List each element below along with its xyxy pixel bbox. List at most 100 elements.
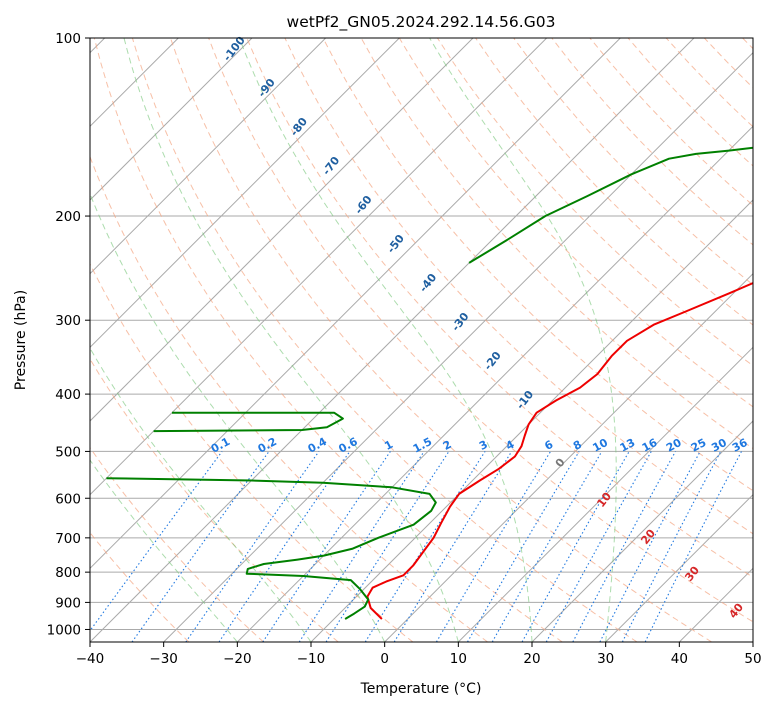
isotherm-line: [90, 38, 695, 642]
mixing-ratio-label: 0.6: [336, 435, 360, 456]
dry-adiabat-label: -40: [417, 271, 440, 295]
mixing-ratio-label: 1.5: [411, 435, 434, 456]
moist-adiabat-line: [90, 347, 312, 642]
y-tick-label: 1000: [47, 622, 81, 638]
mixing-ratio-line: [298, 451, 425, 642]
dry-adiabat-line: [90, 446, 264, 642]
mixing-ratio-line: [90, 451, 223, 632]
isotherm-line: [90, 38, 621, 570]
dry-adiabat-line: [93, 38, 563, 642]
x-tick-label: −20: [223, 651, 252, 667]
mixing-ratio-line: [435, 451, 552, 642]
moist-adiabat-line: [90, 192, 386, 642]
isotherm-line: [384, 272, 753, 642]
mixing-ratio-label: 2: [441, 438, 454, 453]
dry-adiabat-label: -30: [449, 310, 472, 334]
mixing-ratio-line: [364, 451, 486, 642]
x-tick-label: −40: [76, 651, 105, 667]
mixing-ratio-line: [621, 451, 722, 642]
x-tick-label: −10: [297, 651, 326, 667]
y-tick-label: 500: [55, 444, 81, 460]
plot-frame: [89, 37, 754, 643]
mixing-ratio-line: [131, 451, 270, 642]
isotherm-line: [163, 51, 753, 642]
mixing-ratio-line: [325, 451, 450, 642]
dewpoint-line: [153, 411, 344, 433]
y-tick-label: 100: [55, 31, 81, 47]
x-tick-label: 10: [450, 651, 467, 667]
dry-adiabat-label: -50: [385, 232, 408, 256]
moist-adiabat-line: [90, 459, 238, 642]
dry-adiabat-line: [90, 358, 339, 642]
line-labels: 0.1 0.2 0.4 0.6 1 1.5 2 3 4 6 8 10 13 16 20 25 30 36-100-…: [209, 34, 750, 621]
y-tick-label: 700: [55, 531, 81, 547]
dry-adiabat-line: [703, 38, 753, 89]
dry-adiabat-label: -10: [514, 388, 537, 412]
sounding-profiles: [106, 146, 753, 620]
mixing-ratio-line: [644, 451, 742, 642]
moist-adiabat-label: 10: [594, 490, 614, 510]
mixing-ratio-label: 30: [709, 436, 729, 455]
dry-adiabat-line: [475, 38, 753, 326]
mixing-ratio-label: 10: [590, 436, 610, 455]
mixing-ratio-line: [599, 451, 701, 642]
dry-adiabat-label: -70: [320, 154, 343, 178]
mixing-ratio-label: 25: [689, 436, 709, 455]
dry-adiabat-line: [551, 38, 753, 246]
isotherm-line: [90, 38, 327, 275]
isotherm-line: [310, 199, 753, 642]
mixing-ratio-label: 16: [640, 436, 660, 455]
mixing-ratio-label: 0.4: [306, 435, 330, 456]
mixing-ratio-line: [572, 451, 676, 642]
mixing-ratio-line: [262, 451, 391, 642]
dry-adiabat-line: [208, 38, 753, 623]
x-tick-label: 0: [380, 651, 389, 667]
moist-adiabat-line: [429, 38, 617, 642]
isotherm-line: [90, 38, 548, 496]
mixing-ratio-label: 6: [543, 438, 556, 453]
dry-adiabat-line: [170, 38, 712, 642]
x-tick-label: 30: [597, 651, 614, 667]
isotherm-line: [457, 346, 753, 642]
x-tick-label: 20: [523, 651, 540, 667]
isotherm-line: [752, 641, 753, 642]
dry-adiabat-line: [246, 38, 753, 578]
x-axis-label: Temperature (°C): [360, 681, 482, 697]
isotherm-line: [605, 493, 753, 642]
dry-adiabat-label: -80: [288, 115, 311, 139]
isotherm-line: [90, 38, 474, 422]
mixing-ratio-label: 36: [730, 436, 750, 455]
x-axis-ticks: −40 −30 −20 −10 0 10 20 30 40 50: [76, 642, 762, 667]
y-tick-label: 600: [55, 491, 81, 507]
mixing-ratio-label: 20: [664, 436, 684, 455]
y-tick-label: 300: [55, 313, 81, 329]
background-lines: [90, 38, 753, 642]
moist-adiabat-line: [238, 38, 533, 642]
mixing-ratio-line: [521, 451, 630, 642]
x-tick-label: 40: [671, 651, 688, 667]
dry-adiabat-label: -90: [255, 76, 278, 100]
mixing-ratio-label: 0.1: [209, 435, 232, 456]
mixing-ratio-lines: [90, 451, 742, 642]
mixing-ratio-line: [545, 451, 652, 642]
y-axis-label: Pressure (hPa): [13, 290, 29, 390]
dewpoint-line: [106, 477, 437, 620]
isotherm-line: [678, 567, 753, 642]
mixing-ratio-line: [467, 451, 580, 642]
isotherm-line: [236, 125, 753, 642]
mixing-ratio-label: 13: [618, 436, 638, 455]
dry-adiabat-line: [589, 38, 753, 206]
dry-adiabat-line: [90, 262, 414, 642]
mixing-ratio-line: [218, 451, 351, 642]
dry-adiabat-line: [322, 38, 753, 492]
dry-adiabat-line: [513, 38, 753, 286]
moist-adiabat-label: 0: [553, 456, 568, 470]
temperature-line: [366, 281, 753, 620]
y-tick-label: 900: [55, 595, 81, 611]
x-tick-label: 50: [744, 651, 761, 667]
moist-adiabat-label: 40: [726, 601, 746, 621]
y-tick-label: 200: [55, 209, 81, 225]
y-tick-label: 400: [55, 387, 81, 403]
x-tick-label: −30: [149, 651, 178, 667]
